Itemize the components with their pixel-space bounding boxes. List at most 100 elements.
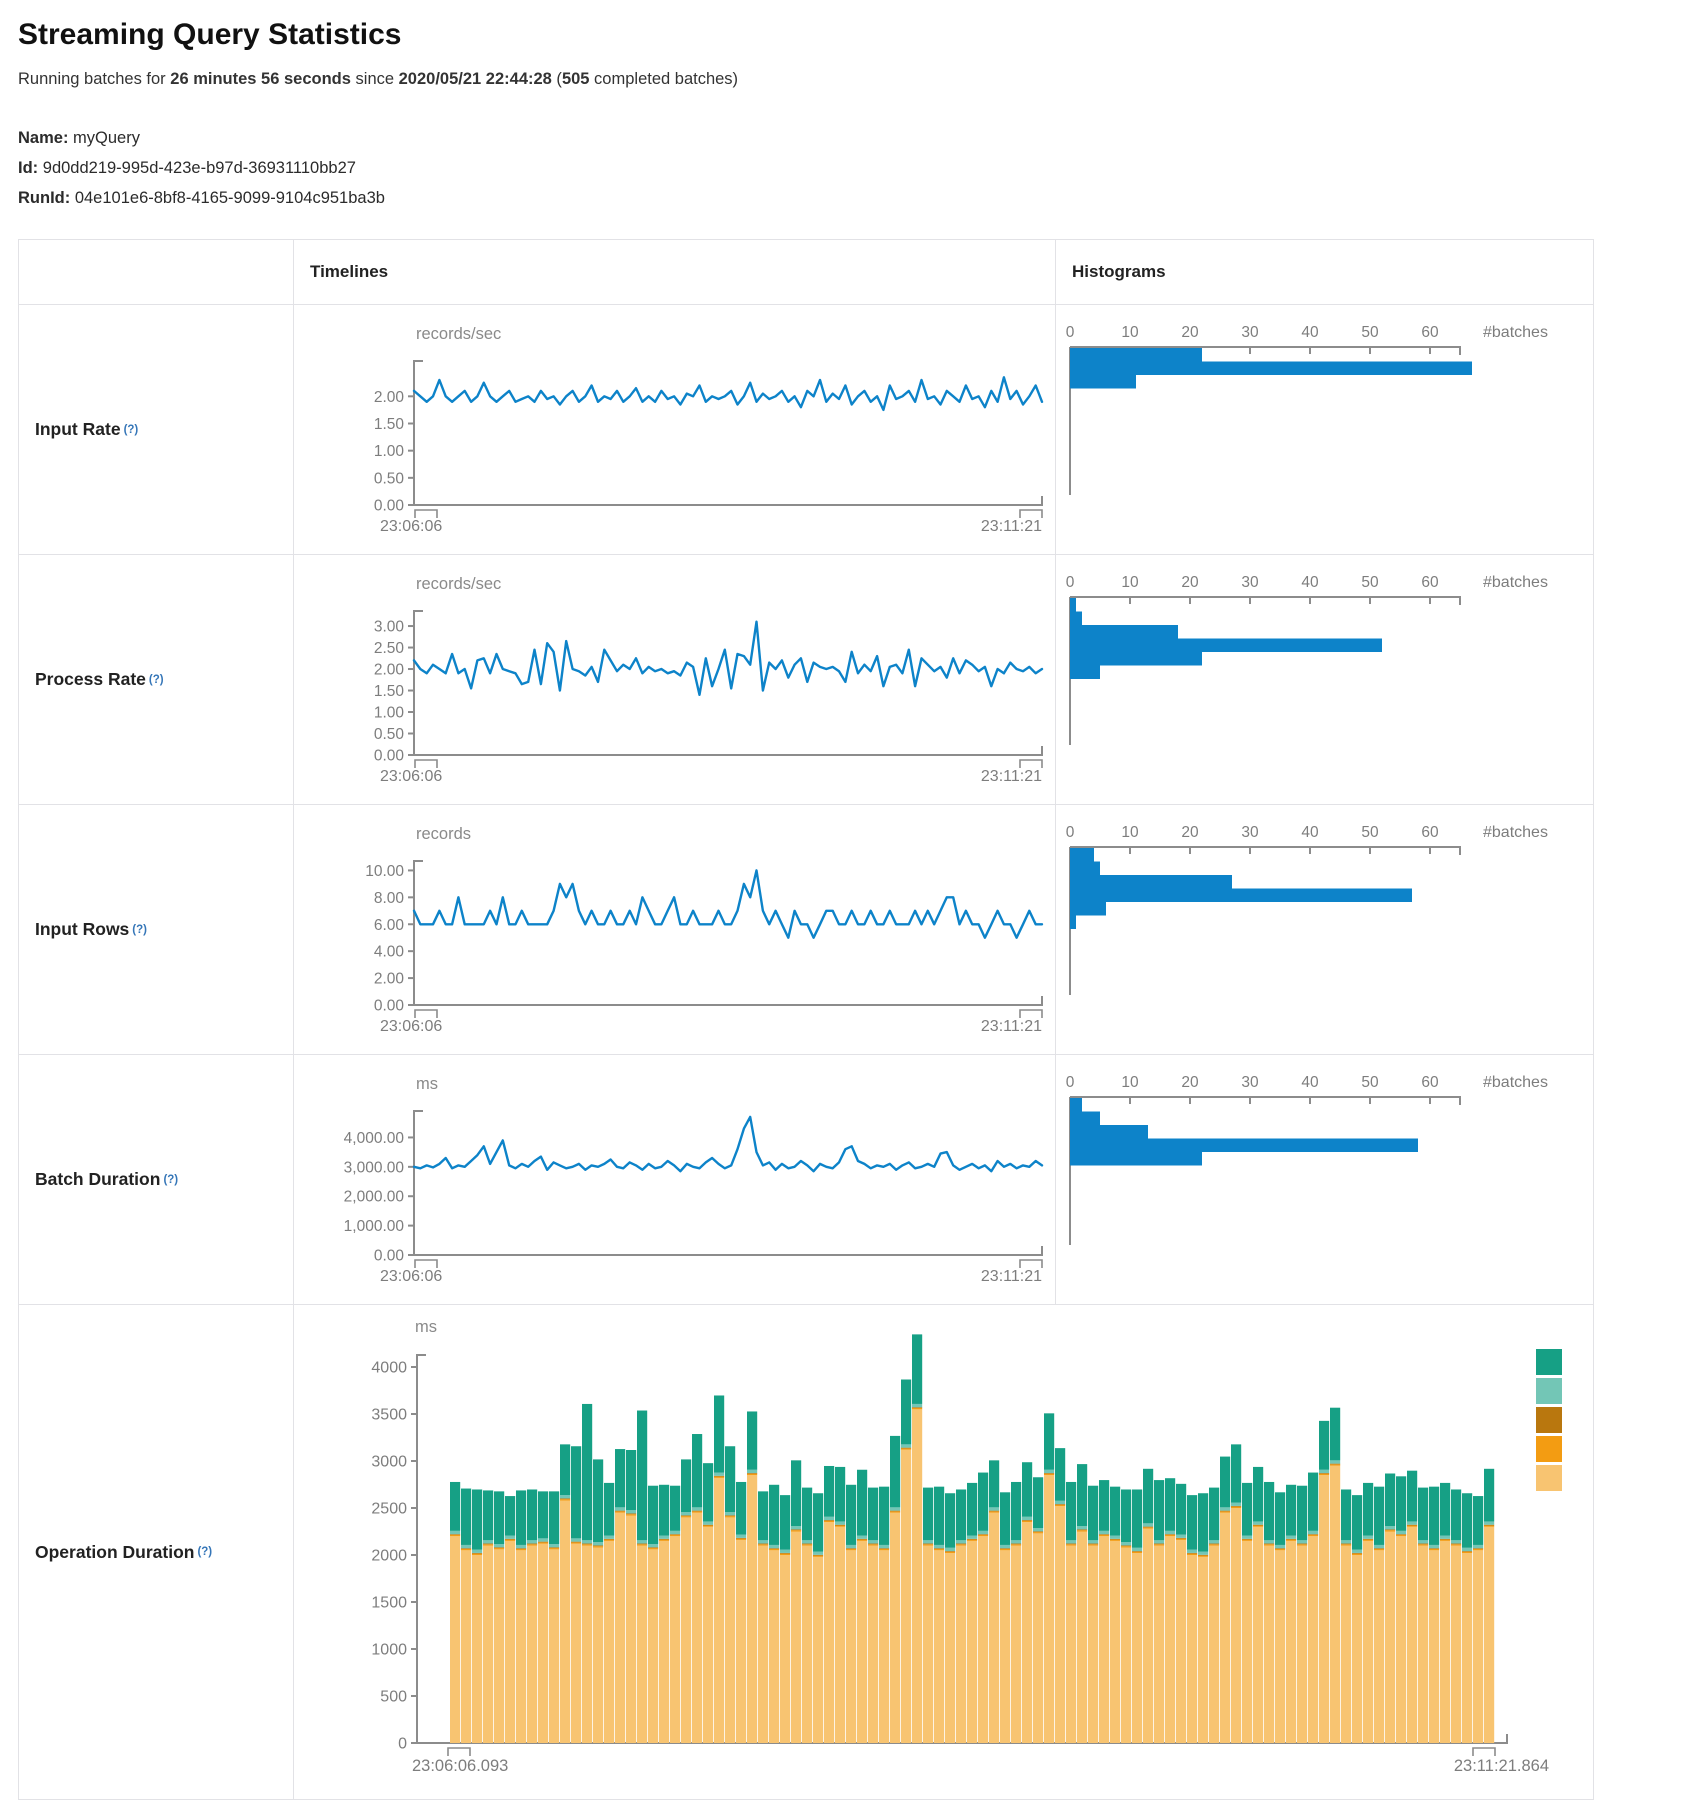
help-icon[interactable]: (?): [148, 673, 164, 686]
stacked-bar-segment: [494, 1547, 505, 1549]
stacked-bar-segment: [450, 1534, 461, 1535]
stacked-bar-segment: [1253, 1521, 1264, 1525]
stacked-bar-segment: [472, 1549, 483, 1553]
stacked-bar-segment: [846, 1544, 857, 1549]
stacked-bar-segment: [824, 1522, 835, 1743]
histogram-bar: [1070, 1098, 1082, 1112]
stacked-bar-segment: [582, 1544, 593, 1546]
stacked-bar-segment: [725, 1515, 736, 1517]
axis-line: [1069, 846, 1461, 995]
stacked-bar-segment: [615, 1510, 626, 1512]
stacked-bar-segment: [978, 1534, 989, 1537]
stacked-bar-segment: [1396, 1534, 1407, 1535]
axis-end-bracket: [414, 1259, 438, 1268]
stacked-bar-segment: [934, 1550, 945, 1743]
stacked-bar-segment: [1242, 1540, 1253, 1743]
axis-end-bracket: [1019, 1259, 1043, 1268]
stacked-bar-segment: [934, 1544, 945, 1549]
stacked-bar-segment: [494, 1544, 505, 1548]
stacked-bar-segment: [868, 1543, 879, 1545]
axis-label: 1.00: [374, 443, 405, 460]
axis-label: 23:11:21: [981, 768, 1042, 785]
stacked-bar-segment: [1363, 1540, 1374, 1743]
axis-line: [413, 360, 1043, 506]
batch-duration-histogram-chart: 0 10 20 30 40 50 60 #batches: [1066, 1074, 1548, 1245]
stacked-bar-segment: [978, 1530, 989, 1535]
stacked-bar-segment: [637, 1410, 648, 1541]
axis-label: 23:11:21: [981, 1268, 1042, 1285]
stacked-bar-segment: [967, 1535, 978, 1539]
stacked-bar-segment: [1022, 1462, 1033, 1517]
stacked-bar-segment: [802, 1544, 813, 1546]
stacked-bar-segment: [1462, 1493, 1473, 1548]
stacked-bar-segment: [890, 1511, 901, 1513]
stacked-bar-segment: [1429, 1548, 1440, 1549]
stacked-bar-segment: [1253, 1524, 1264, 1526]
axis-label: 30: [1241, 1074, 1259, 1091]
stacked-bar-segment: [1011, 1481, 1022, 1541]
stacked-bar-segment: [846, 1550, 857, 1743]
stacked-bar-segment: [747, 1411, 758, 1470]
stacked-bar-segment: [824, 1516, 835, 1521]
stacked-bar-segment: [1286, 1484, 1297, 1536]
axis-label: 30: [1241, 824, 1259, 841]
axis-end-bracket: [414, 1009, 438, 1018]
stacked-bar-segment: [637, 1543, 648, 1545]
stacked-bar-segment: [516, 1490, 527, 1545]
stacked-bar-segment: [560, 1498, 571, 1500]
stacked-bar-segment: [967, 1539, 978, 1541]
histogram-bar: [1070, 638, 1382, 652]
stacked-bar-segment: [989, 1510, 1000, 1512]
stacked-bar-segment: [1066, 1544, 1077, 1546]
stacked-bar-segment: [1440, 1535, 1451, 1539]
help-icon[interactable]: (?): [163, 1173, 179, 1186]
stacked-bar-segment: [1110, 1535, 1121, 1539]
stacked-bar-segment: [692, 1434, 703, 1508]
stacked-bar-segment: [1374, 1548, 1385, 1551]
stacked-bar-segment: [725, 1512, 736, 1516]
stacked-bar-segment: [1462, 1547, 1473, 1552]
row-label-text: Operation Duration: [35, 1541, 195, 1562]
summary-since: since: [350, 70, 399, 88]
stacked-bar-segment: [461, 1550, 472, 1743]
stacked-bar-segment: [1363, 1482, 1374, 1536]
axis-label: 40: [1301, 824, 1319, 841]
summary-paren: (: [551, 70, 562, 88]
stacked-bar-segment: [1143, 1528, 1154, 1743]
legend-swatch: [1536, 1378, 1562, 1404]
axis-label: 1.50: [374, 416, 405, 433]
axis-label: 23:06:06: [380, 768, 442, 785]
histogram-bar: [1070, 348, 1202, 362]
stacked-bar-segment: [538, 1543, 549, 1743]
stacked-bar-segment: [692, 1507, 703, 1511]
stacked-bar-segment: [1275, 1550, 1286, 1743]
batch-duration-histogram-cell: 0 10 20 30 40 50 60 #batches: [1055, 1054, 1593, 1304]
stacked-bar-segment: [1044, 1475, 1055, 1743]
stacked-bar-segment: [1451, 1545, 1462, 1743]
process-rate-timeline-cell: records/sec 3.00 2.50 2.00 1.50 1.00 0.50 0.00 2…: [293, 554, 1055, 804]
stacked-bar-segment: [1110, 1539, 1121, 1541]
stacked-bar-segment: [1231, 1502, 1242, 1506]
stacked-bar-segment: [483, 1543, 494, 1545]
stacked-bar-segment: [1473, 1544, 1484, 1549]
stacked-bar-segment: [1484, 1521, 1495, 1525]
help-icon[interactable]: (?): [132, 923, 147, 936]
axis-label: ms: [416, 1075, 438, 1093]
stacked-bar-segment: [1330, 1460, 1341, 1464]
stacked-bar-segment: [1418, 1540, 1429, 1544]
operation-duration-chart: ms 4000 3500 3000 2500 2000 1500 1000 500 0 23:06:…: [371, 1318, 1562, 1775]
stacked-bar-segment: [758, 1540, 769, 1544]
axis-label: 0: [398, 1736, 407, 1753]
stacked-bar-segment: [593, 1547, 604, 1743]
axis-end-bracket: [1019, 1009, 1043, 1018]
stacked-bar-segment: [1264, 1540, 1275, 1544]
stacked-bar-segment: [1209, 1487, 1220, 1541]
axis-label: 2,000.00: [344, 1189, 405, 1206]
stacked-bar-segment: [1484, 1525, 1495, 1527]
help-icon[interactable]: (?): [197, 1546, 213, 1558]
help-icon[interactable]: (?): [123, 423, 139, 436]
axis-label: 3.00: [374, 619, 405, 636]
stacked-bar-segment: [747, 1473, 758, 1476]
stacked-bar-segment: [780, 1553, 791, 1555]
axis-label: 4,000.00: [344, 1130, 405, 1147]
